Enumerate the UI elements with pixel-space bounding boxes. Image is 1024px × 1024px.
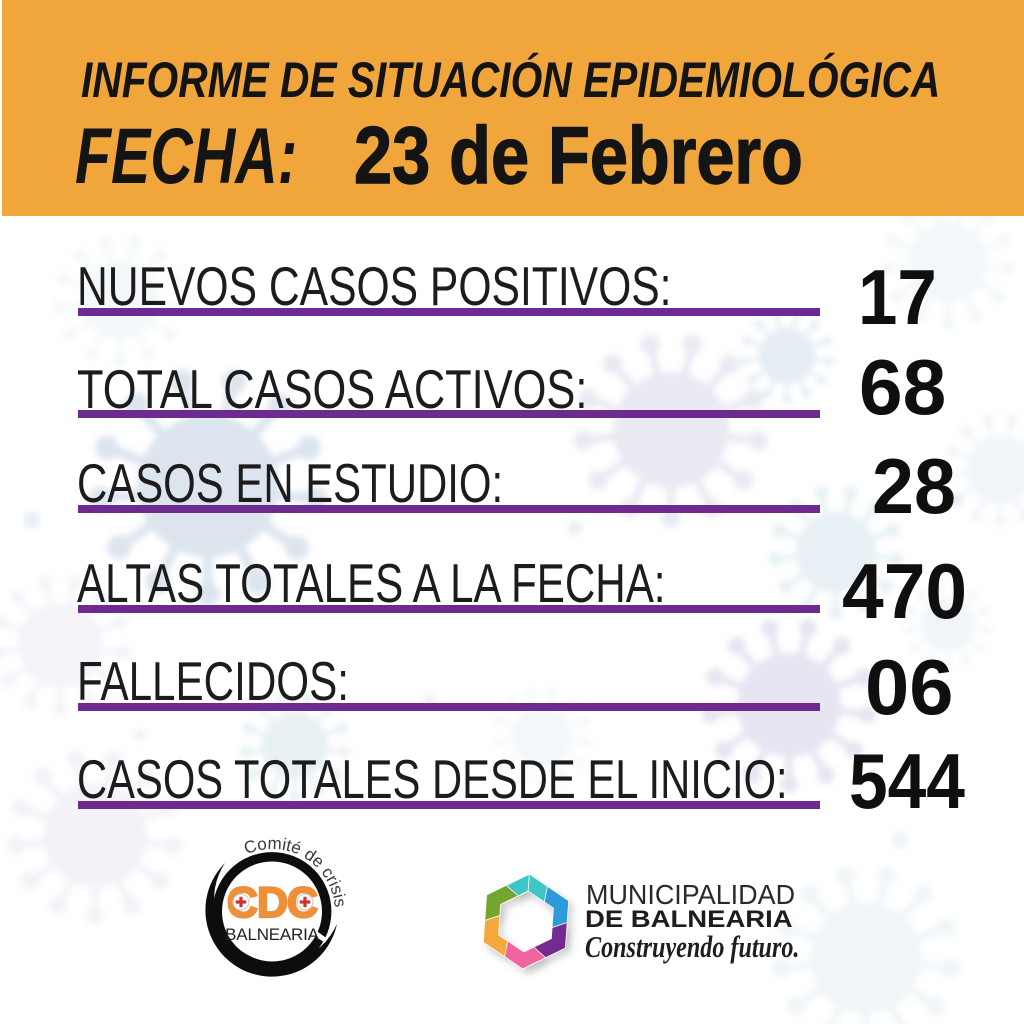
svg-text:BALNEARIA: BALNEARIA — [225, 925, 319, 944]
